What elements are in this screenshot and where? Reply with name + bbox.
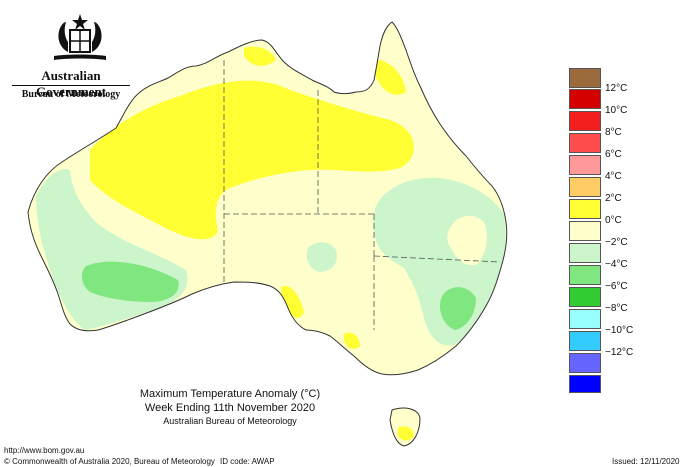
legend-label-minus-12: −12°C [605,347,634,358]
legend-label-minus-6: −6°C [605,281,628,292]
legend-label-minus-10: −10°C [605,325,634,336]
bom-link[interactable]: http://www.bom.gov.au [4,446,85,455]
legend-swatch-6 [569,199,601,219]
legend-label-minus-4: −4°C [605,259,628,270]
legend-swatch-13 [569,353,601,373]
legend-label-12: 12°C [605,83,628,94]
legend-swatch-10 [569,287,601,307]
legend-label-6: 6°C [605,149,622,160]
copyright-text: © Commonwealth of Australia 2020, Bureau… [4,457,215,466]
legend-label-minus-2: −2°C [605,237,628,248]
logo-divider [12,85,130,86]
legend-label-10: 10°C [605,105,628,116]
legend-label-minus-8: −8°C [605,303,628,314]
map-subtitle: Week Ending 11th November 2020 [144,402,316,414]
legend-swatch-5 [569,177,601,197]
legend-swatch-12 [569,331,601,351]
legend-label-8: 8°C [605,127,622,138]
legend-label-0: 0°C [605,215,622,226]
legend-label-4: 4°C [605,171,622,182]
government-name: Australian Government [35,68,107,99]
legend-swatch-3 [569,133,601,153]
legend-swatch-7 [569,221,601,241]
id-code: ID code: AWAP [220,457,275,466]
map-caption: Maximum Temperature Anomaly (°C) Week En… [110,388,350,426]
legend-swatch-9 [569,265,601,285]
legend-swatch-0 [569,68,601,88]
bureau-name: Bureau of Meteorology [21,89,121,100]
legend-swatch-4 [569,155,601,175]
legend-swatch-8 [569,243,601,263]
map-title: Maximum Temperature Anomaly (°C) [139,388,321,400]
issued-date: Issued: 12/11/2020 [612,457,680,466]
legend-label-2: 2°C [605,193,622,204]
coat-of-arms-icon [54,14,106,60]
map-credit: Australian Bureau of Meteorology [163,416,297,426]
legend-swatch-11 [569,309,601,329]
legend-swatch-1 [569,89,601,109]
legend-swatch-14 [569,375,601,393]
legend-swatch-2 [569,111,601,131]
